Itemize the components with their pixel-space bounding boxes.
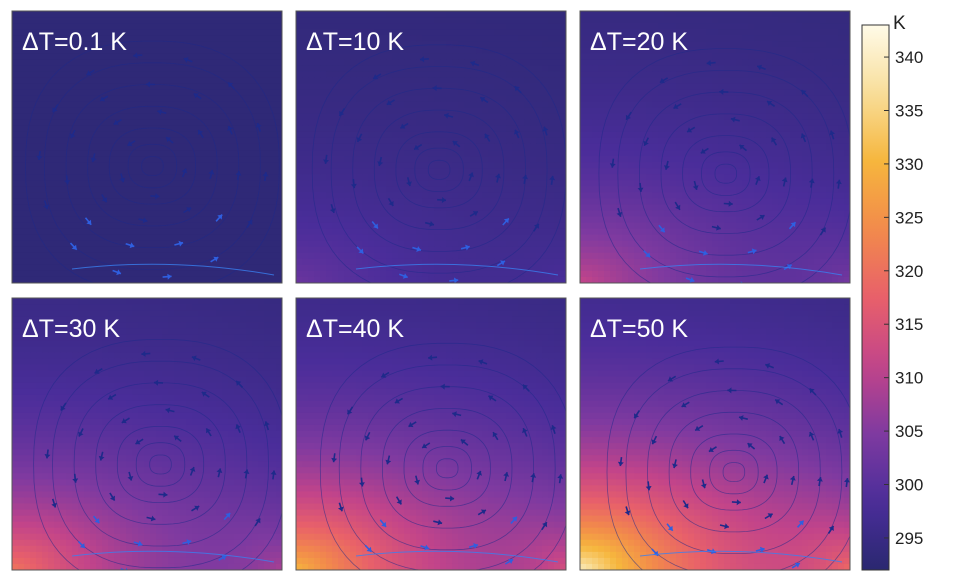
arrow bbox=[457, 579, 466, 580]
panel-6: ΔT=50 K bbox=[580, 298, 861, 580]
arrow-head bbox=[462, 576, 466, 580]
colorbar-gradient bbox=[862, 25, 889, 570]
colorbar-label: K bbox=[893, 13, 906, 34]
colorbar-tick-label: 315 bbox=[895, 315, 923, 334]
arrow bbox=[736, 284, 745, 285]
panel-title: ΔT=50 K bbox=[590, 315, 688, 343]
colorbar: 295 300 305 310 315 320 325 330 335 340 K bbox=[862, 13, 923, 570]
panel-title: ΔT=40 K bbox=[306, 315, 404, 343]
panel-2: ΔT=10 K bbox=[296, 11, 567, 295]
panel-title: ΔT=0.1 K bbox=[22, 28, 127, 56]
panel-3: ΔT=20 K bbox=[580, 11, 853, 299]
panel-4: ΔT=30 K bbox=[12, 298, 287, 580]
panel-title: ΔT=10 K bbox=[306, 28, 404, 56]
colorbar-tick-label: 305 bbox=[895, 422, 923, 441]
panel-title: ΔT=30 K bbox=[22, 315, 120, 343]
arrow-head bbox=[411, 572, 416, 578]
colorbar-tick-label: 295 bbox=[895, 529, 923, 548]
arrow bbox=[694, 577, 702, 580]
colorbar-tick-label: 310 bbox=[895, 369, 923, 388]
colorbar-tick-label: 340 bbox=[895, 48, 923, 67]
colorbar-tick-label: 325 bbox=[895, 208, 923, 227]
colorbar-tick-label: 330 bbox=[895, 155, 923, 174]
arrow bbox=[171, 575, 180, 576]
arrow bbox=[407, 573, 415, 576]
panel-title: ΔT=20 K bbox=[590, 28, 688, 56]
panel-1: ΔT=0.1 K bbox=[12, 11, 283, 291]
panels: ΔT=0.1 K ΔT=10 K ΔT=20 K ΔT=30 K ΔT=40 K ΔT=5… bbox=[12, 11, 861, 580]
panel-5: ΔT=40 K bbox=[296, 298, 574, 580]
arrow-head bbox=[698, 575, 703, 580]
colorbar-tick-label: 300 bbox=[895, 476, 923, 495]
colorbar-tick-label: 320 bbox=[895, 262, 923, 281]
arrow-head bbox=[175, 572, 179, 578]
colorbar-tick-label: 335 bbox=[895, 101, 923, 120]
